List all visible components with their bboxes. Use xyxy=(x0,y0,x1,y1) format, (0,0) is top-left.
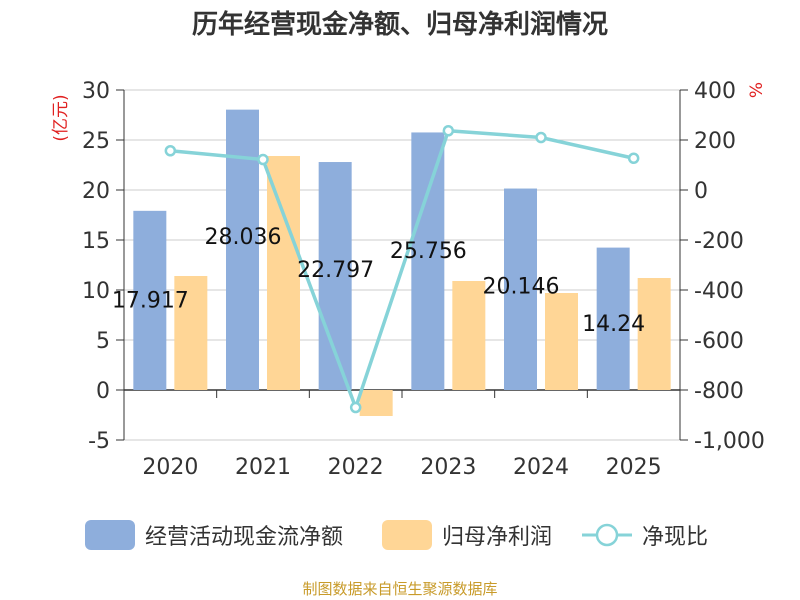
bar-profit xyxy=(637,278,671,390)
x-tick-label: 2022 xyxy=(328,455,384,480)
left-tick-label: -5 xyxy=(88,429,110,454)
x-tick-label: 2021 xyxy=(235,455,291,480)
data-label-cash: 14.24 xyxy=(582,312,645,337)
right-tick-label: 0 xyxy=(694,179,708,204)
right-tick-label: -200 xyxy=(694,229,744,254)
legend-label-profit: 归母净利润 xyxy=(442,525,553,550)
ratio-point xyxy=(349,401,362,414)
data-label-cash: 28.036 xyxy=(205,225,282,250)
data-source-note: 制图数据来自恒生聚源数据库 xyxy=(302,580,498,598)
bar-profit xyxy=(359,390,393,416)
legend-label-ratio: 净现比 xyxy=(642,525,709,550)
chart-title: 历年经营现金净额、归母净利润情况 xyxy=(191,10,608,40)
right-axis-unit: % xyxy=(747,82,767,98)
legend-swatch-cash xyxy=(85,520,135,550)
data-label-cash: 25.756 xyxy=(390,239,467,264)
legend: 经营活动现金流净额 归母净利润 净现比 xyxy=(0,518,800,552)
right-tick-label: -800 xyxy=(694,379,744,404)
x-tick-label: 2020 xyxy=(142,455,198,480)
bar-profit xyxy=(452,281,486,390)
left-tick-label: 25 xyxy=(82,129,110,154)
legend-label-cash: 经营活动现金流净额 xyxy=(145,525,344,550)
bar-profit xyxy=(174,276,208,390)
legend-item-profit[interactable]: 归母净利润 xyxy=(382,518,552,552)
data-label-cash: 20.146 xyxy=(483,275,560,300)
data-label-cash: 17.917 xyxy=(112,289,189,314)
ratio-point xyxy=(535,131,547,144)
legend-item-ratio[interactable]: 净现比 xyxy=(582,518,708,552)
x-tick-label: 2024 xyxy=(513,455,569,480)
bar-cash xyxy=(133,210,167,390)
bar-profit xyxy=(267,156,300,390)
legend-ratio-marker xyxy=(595,523,619,547)
right-tick-label: -400 xyxy=(694,279,744,304)
left-tick-label: 15 xyxy=(82,229,110,254)
ratio-line xyxy=(170,128,635,413)
legend-swatch-profit xyxy=(382,520,432,550)
bar-profit xyxy=(545,293,578,390)
right-tick-label: -600 xyxy=(694,329,744,354)
ratio-point xyxy=(442,125,455,137)
right-tick-label: 200 xyxy=(694,129,736,154)
x-tick-label: 2023 xyxy=(420,455,476,480)
data-label-cash: 22.797 xyxy=(297,258,374,283)
bar-cash xyxy=(596,247,630,390)
right-tick-label: 400 xyxy=(694,79,736,104)
legend-item-cash[interactable]: 经营活动现金流净额 xyxy=(85,518,343,552)
legend-swatch-ratio xyxy=(582,523,632,547)
left-tick-label: 30 xyxy=(82,79,110,104)
x-tick-label: 2025 xyxy=(606,455,662,480)
left-tick-label: 10 xyxy=(82,279,110,304)
ratio-point xyxy=(257,153,269,166)
left-tick-label: 20 xyxy=(82,179,110,204)
ratio-point xyxy=(164,145,177,157)
right-tick-label: -1,000 xyxy=(694,429,765,454)
left-axis-unit: (亿元) xyxy=(51,94,71,141)
ratio-point xyxy=(627,152,640,164)
bar-cash xyxy=(411,132,445,390)
left-tick-label: 0 xyxy=(96,379,110,404)
left-tick-label: 5 xyxy=(96,329,110,354)
bar-cash xyxy=(504,188,537,390)
